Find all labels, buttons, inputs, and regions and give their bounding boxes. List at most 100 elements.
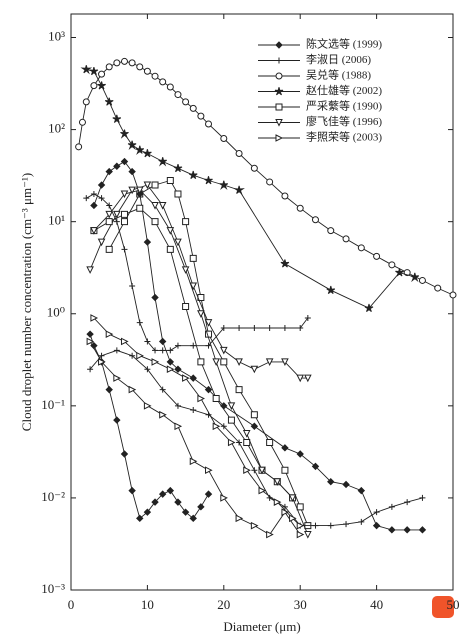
marker	[78, 118, 86, 126]
marker	[113, 374, 121, 382]
marker	[311, 462, 320, 471]
marker	[97, 181, 106, 189]
marker	[174, 498, 182, 506]
marker	[97, 238, 106, 247]
marker	[174, 422, 183, 431]
marker	[197, 394, 205, 403]
marker	[166, 227, 175, 235]
marker	[418, 526, 427, 534]
marker	[166, 176, 174, 184]
marker	[276, 57, 282, 64]
marker	[166, 486, 175, 495]
legend-label: 赵仕雄等 (2002)	[306, 83, 382, 97]
marker	[388, 503, 395, 510]
x-tick-label: 10	[141, 597, 154, 612]
marker	[326, 285, 336, 294]
marker	[120, 129, 129, 139]
marker	[197, 358, 205, 366]
marker	[120, 337, 129, 346]
marker	[151, 181, 159, 189]
marker	[233, 185, 245, 196]
y-tick-label: 10⁻²	[41, 489, 65, 504]
legend-label: 廖飞佳等 (1996)	[306, 114, 382, 128]
marker	[181, 508, 190, 516]
marker	[158, 337, 167, 346]
marker	[90, 82, 98, 90]
x-tick-label: 20	[217, 597, 230, 612]
marker	[105, 330, 114, 338]
marker	[273, 478, 282, 486]
marker	[205, 120, 213, 128]
marker	[113, 210, 121, 219]
marker	[281, 358, 289, 367]
series-line	[108, 179, 309, 526]
marker	[128, 186, 136, 195]
marker	[212, 422, 221, 431]
marker	[395, 268, 404, 277]
marker	[373, 509, 380, 516]
marker	[275, 72, 283, 80]
marker	[297, 325, 304, 332]
marker	[144, 338, 151, 345]
legend-label: 陈文选等 (1999)	[306, 37, 382, 51]
marker	[128, 167, 136, 176]
marker	[86, 337, 95, 346]
marker	[189, 457, 198, 466]
marker	[112, 114, 122, 123]
marker	[87, 366, 94, 373]
marker	[151, 498, 159, 506]
marker	[98, 70, 106, 78]
y-tick-label: 10²	[48, 121, 65, 136]
marker	[159, 347, 166, 354]
marker	[158, 490, 167, 498]
marker	[236, 325, 243, 332]
marker	[166, 365, 175, 374]
marker	[250, 521, 259, 530]
marker	[410, 272, 420, 283]
legend-label: 严采蘩等 (1990)	[306, 99, 382, 113]
marker	[288, 494, 297, 503]
series-line	[93, 160, 423, 531]
marker	[242, 430, 251, 438]
marker	[312, 522, 319, 529]
marker	[121, 246, 128, 253]
marker	[128, 59, 136, 67]
marker	[98, 352, 105, 359]
marker	[182, 374, 190, 382]
marker	[343, 521, 350, 528]
marker	[449, 291, 457, 299]
marker	[204, 385, 213, 394]
y-axis-label: Cloud droplet number concentration (cm⁻³…	[19, 173, 34, 431]
marker	[120, 190, 129, 199]
marker	[151, 293, 159, 302]
marker	[296, 503, 304, 511]
x-tick-label: 40	[370, 597, 383, 612]
marker	[82, 98, 90, 106]
marker	[83, 195, 90, 202]
marker	[342, 480, 350, 489]
marker	[105, 385, 113, 394]
marker	[327, 227, 335, 235]
marker	[75, 143, 83, 151]
marker	[219, 346, 228, 355]
marker	[182, 98, 190, 106]
marker	[281, 192, 289, 200]
marker	[128, 385, 137, 394]
marker	[266, 178, 274, 186]
marker	[90, 314, 99, 322]
marker	[373, 252, 381, 260]
marker	[388, 261, 396, 269]
marker	[220, 423, 227, 430]
marker	[227, 416, 235, 424]
marker	[128, 486, 136, 495]
marker	[266, 530, 274, 539]
y-tick-label: 10⁻¹	[41, 397, 65, 412]
marker	[105, 210, 114, 219]
marker	[105, 167, 113, 176]
marker	[182, 218, 190, 226]
marker	[86, 266, 94, 274]
marker	[227, 402, 236, 410]
marker	[174, 190, 182, 198]
marker	[289, 514, 297, 523]
